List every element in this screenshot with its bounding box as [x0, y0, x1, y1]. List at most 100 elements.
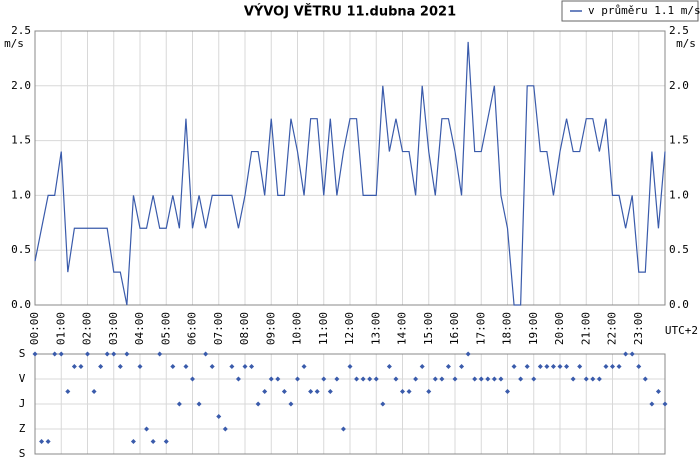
wind-direction-point — [52, 351, 58, 357]
x-tick-label: 17:00 — [474, 312, 487, 345]
wind-direction-point — [275, 376, 281, 382]
wind-direction-point — [124, 351, 130, 357]
wind-direction-point — [262, 389, 268, 394]
wind-direction-point — [321, 376, 327, 382]
wind-direction-point — [71, 364, 77, 369]
wind-direction-point — [478, 376, 484, 382]
wind-direction-point — [281, 389, 287, 394]
wind-direction-point — [610, 364, 615, 369]
wind-direction-point — [39, 439, 45, 444]
timezone-note: UTC+2 — [665, 324, 698, 337]
wind-direction-point — [354, 376, 360, 382]
wind-direction-point — [45, 439, 51, 444]
wind-direction-point — [452, 376, 458, 382]
wind-direction-point — [544, 364, 550, 369]
wind-direction-point — [347, 364, 353, 369]
chart-title: VÝVOJ VĚTRU 11.dubna 2021 — [244, 4, 456, 20]
wind-direction-point — [590, 376, 596, 382]
wind-direction-point — [183, 364, 189, 369]
wind-direction-point — [334, 376, 340, 382]
wind-direction-point — [570, 376, 576, 382]
wind-direction-point — [190, 376, 195, 382]
wind-direction-point — [98, 364, 104, 369]
y-tick-label-right: 0.5 — [669, 243, 689, 256]
x-tick-label: 23:00 — [632, 312, 645, 345]
wind-direction-point — [636, 364, 642, 369]
wind-direction-point — [439, 376, 445, 382]
legend-label: v průměru 1.1 m/s — [588, 4, 700, 17]
wind-direction-point — [531, 376, 537, 382]
plot-frame — [34, 30, 666, 306]
wind-direction-point — [196, 401, 202, 407]
wind-direction-point — [301, 364, 307, 369]
wind-direction-point — [380, 401, 386, 407]
y-tick-label: 2.0 — [11, 79, 31, 92]
wind-direction-point — [386, 364, 392, 369]
wind-direction-point — [498, 376, 504, 382]
wind-direction-point — [419, 364, 425, 369]
wind-direction-point — [413, 376, 419, 382]
legend-box — [561, 0, 699, 22]
wind-direction-point — [111, 351, 117, 357]
y-tick-label-right: 0.0 — [669, 298, 689, 311]
wind-direction-point — [406, 389, 412, 394]
x-tick-label: 22:00 — [606, 312, 619, 345]
x-tick-label: 03:00 — [107, 312, 120, 345]
x-tick-label: 00:00 — [28, 312, 41, 345]
x-tick-label: 04:00 — [133, 312, 146, 345]
x-tick-label: 11:00 — [317, 312, 330, 345]
x-tick-label: 08:00 — [238, 312, 251, 345]
y-tick-label: J — [19, 397, 26, 410]
wind-direction-point — [137, 364, 143, 369]
y-tick-label: 2.5 — [11, 24, 31, 37]
wind-direction-point — [288, 401, 294, 407]
wind-direction-point — [472, 376, 478, 382]
wind-direction-point — [373, 376, 379, 382]
wind-direction-point — [104, 351, 110, 357]
wind-direction-point — [222, 426, 228, 432]
x-tick-label: 15:00 — [422, 312, 435, 345]
wind-direction-point — [537, 364, 543, 369]
wind-direction-point — [203, 351, 209, 357]
wind-direction-point — [432, 376, 438, 382]
wind-direction-point — [662, 401, 668, 407]
wind-direction-point — [78, 364, 84, 369]
wind-direction-point — [229, 364, 235, 369]
wind-direction-point — [393, 376, 399, 382]
wind-direction-point — [157, 351, 163, 357]
wind-direction-point — [616, 364, 622, 369]
wind-direction-point — [235, 376, 241, 382]
wind-direction-point — [649, 401, 655, 407]
wind-direction-point — [216, 414, 222, 419]
wind-direction-point — [491, 376, 497, 382]
wind-direction-point — [255, 401, 261, 407]
wind-direction-point — [629, 351, 635, 357]
wind-direction-point — [295, 376, 300, 382]
wind-direction-point — [459, 364, 465, 369]
wind-direction-point — [327, 389, 333, 394]
x-tick-label: 05:00 — [159, 312, 172, 345]
wind-direction-point — [85, 351, 90, 357]
wind-direction-point — [550, 364, 556, 369]
x-tick-label: 09:00 — [264, 312, 277, 345]
x-tick-label: 01:00 — [54, 312, 67, 345]
wind-speed-line — [34, 41, 666, 306]
x-tick-label: 20:00 — [553, 312, 566, 345]
wind-direction-point — [32, 351, 38, 357]
wind-direction-point — [400, 389, 405, 394]
y-tick-label: Z — [19, 422, 26, 435]
x-tick-label: 18:00 — [501, 312, 514, 345]
wind-direction-point — [583, 376, 589, 382]
wind-direction-point — [564, 364, 570, 369]
wind-direction-point — [596, 376, 602, 382]
y-tick-label-right: 1.5 — [669, 134, 689, 147]
wind-direction-point — [367, 376, 373, 382]
wind-direction-point — [150, 439, 156, 444]
y-tick-label: 0.0 — [11, 298, 31, 311]
wind-direction-point — [623, 351, 629, 357]
wind-direction-point — [144, 426, 150, 432]
wind-direction-point — [340, 426, 346, 432]
x-tick-label: 16:00 — [448, 312, 461, 345]
